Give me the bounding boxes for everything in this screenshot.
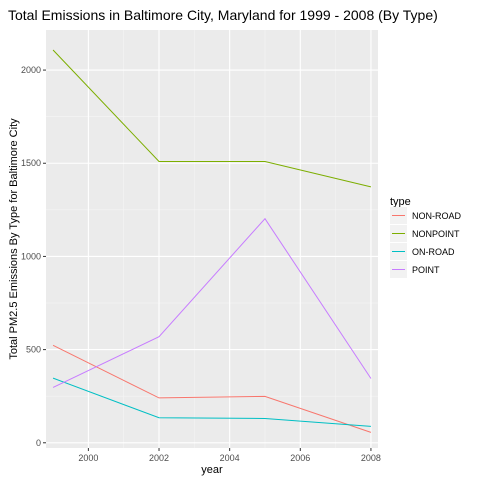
series-lines [52,49,372,433]
series-line-nonpoint [52,49,372,188]
legend: type NON-ROAD NONPOINT ON-ROAD POINT [390,196,461,278]
y-tick-label: 1000 [21,251,41,261]
grid-lines [46,30,378,448]
plot-panel [46,30,378,448]
series-line-point [52,217,372,388]
legend-label-point: POINT [412,265,440,275]
legend-label-on-road: ON-ROAD [412,247,455,257]
series-line-non-road [52,344,372,433]
x-axis-title: year [201,464,223,476]
series-line-on-road [52,377,371,427]
x-tick-label: 2004 [220,453,240,463]
y-tick-label: 0 [36,438,41,448]
axes: 2000 2002 2004 2006 2008 0 500 1000 1500 2000 [21,65,381,463]
y-tick-label: 500 [26,345,41,355]
y-tick-label: 2000 [21,65,41,75]
x-tick-label: 2008 [361,453,381,463]
x-tick-label: 2006 [290,453,310,463]
chart-title: Total Emissions in Baltimore City, Maryl… [8,7,438,23]
y-axis-title: Total PM2.5 Emissions By Type for Baltim… [8,118,20,360]
y-tick-label: 1500 [21,158,41,168]
x-tick-label: 2002 [149,453,169,463]
legend-title: type [390,196,411,208]
x-tick-label: 2000 [78,453,98,463]
legend-label-nonpoint: NONPOINT [412,229,460,239]
legend-label-non-road: NON-ROAD [412,211,461,221]
